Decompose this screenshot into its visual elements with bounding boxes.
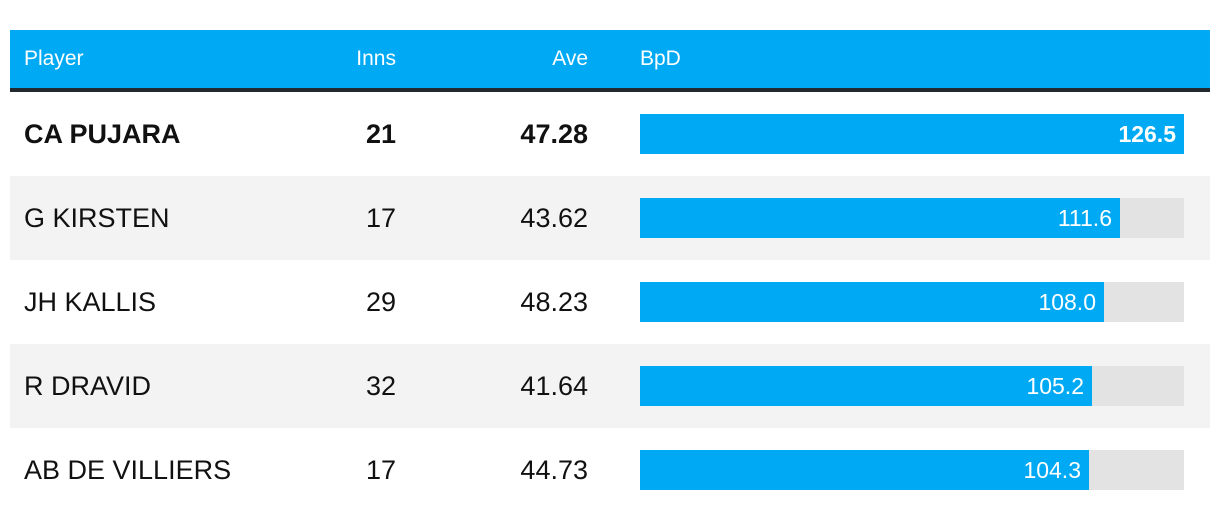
table-header: Player Inns Ave BpD — [10, 30, 1210, 92]
table-row: CA PUJARA 21 47.28 126.5 — [10, 92, 1210, 176]
bpd-bar-label: 126.5 — [1118, 121, 1176, 147]
header-bpd: BpD — [640, 47, 681, 70]
innings-value: 17 — [365, 202, 396, 233]
bpd-bar-track: 108.0 — [640, 282, 1184, 322]
table-row: G KIRSTEN 17 43.62 111.6 — [10, 176, 1210, 260]
innings-value: 17 — [365, 454, 396, 485]
bpd-bar-track: 126.5 — [640, 114, 1184, 154]
average-value: 43.62 — [520, 202, 588, 233]
table-row: AB DE VILLIERS 17 44.73 104.3 — [10, 428, 1210, 512]
bpd-bar-track: 104.3 — [640, 450, 1184, 490]
bpd-bar-label: 111.6 — [1057, 205, 1112, 231]
player-name: G KIRSTEN — [24, 202, 170, 233]
average-value: 44.73 — [520, 454, 588, 485]
header-inns: Inns — [356, 47, 396, 70]
innings-value: 21 — [365, 118, 396, 149]
bpd-bar-track: 111.6 — [640, 198, 1184, 238]
bpd-bar-track: 105.2 — [640, 366, 1184, 406]
bpd-bar-label: 108.0 — [1038, 289, 1096, 315]
player-name: CA PUJARA — [24, 118, 181, 149]
average-value: 48.23 — [520, 286, 588, 317]
player-name: AB DE VILLIERS — [24, 454, 232, 485]
player-name: R DRAVID — [24, 370, 152, 401]
table-row: R DRAVID 32 41.64 105.2 — [10, 344, 1210, 428]
bpd-bar-label: 105.2 — [1026, 373, 1084, 399]
bpd-bar — [640, 282, 1104, 322]
player-name: JH KALLIS — [24, 286, 157, 317]
bpd-bar — [640, 114, 1184, 154]
table-row: JH KALLIS 29 48.23 108.0 — [10, 260, 1210, 344]
average-value: 41.64 — [520, 370, 588, 401]
bpd-bar — [640, 366, 1092, 406]
bpd-bar — [640, 450, 1089, 490]
innings-value: 32 — [365, 370, 396, 401]
bpd-bar — [640, 198, 1120, 238]
header-player: Player — [24, 47, 84, 70]
average-value: 47.28 — [520, 118, 588, 149]
innings-value: 29 — [365, 286, 396, 317]
bpd-bar-label: 104.3 — [1023, 457, 1081, 483]
header-ave: Ave — [552, 47, 588, 70]
stats-table: Player Inns Ave BpD CA PUJARA 21 47.28 1… — [10, 30, 1210, 512]
